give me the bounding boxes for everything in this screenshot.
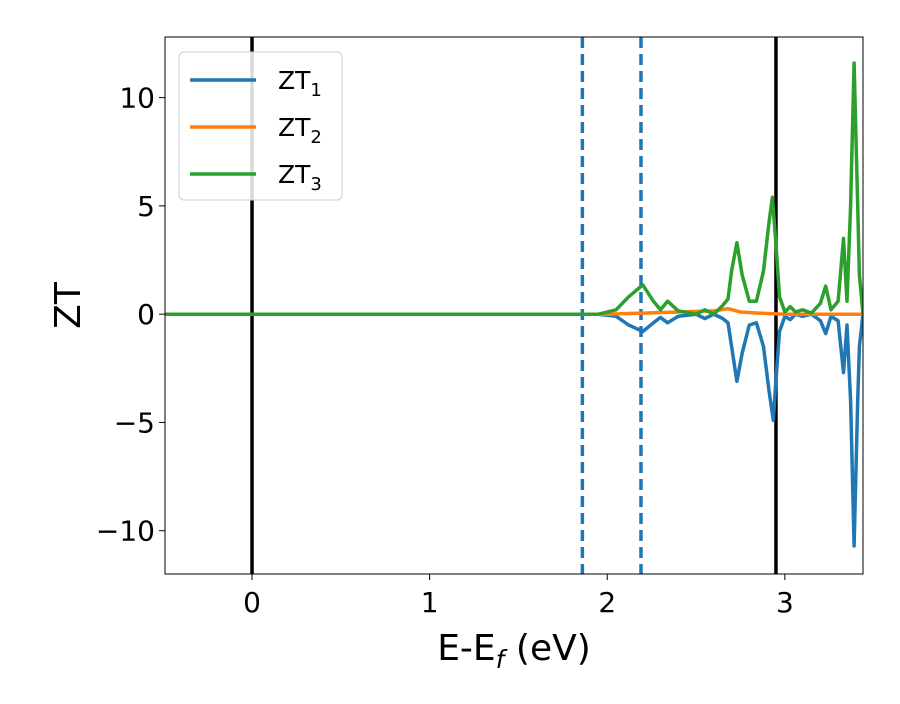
series-line-1 xyxy=(165,312,863,548)
y-tick-label: −10 xyxy=(96,515,155,548)
legend-label-1: ZT1 xyxy=(278,66,322,101)
x-axis-label: E-Ef (eV) xyxy=(437,628,591,674)
series-line-3 xyxy=(165,61,863,316)
y-tick-label: −5 xyxy=(114,406,155,439)
legend-label-2: ZT2 xyxy=(278,113,322,148)
x-tick-label: 2 xyxy=(598,586,616,619)
legend-label-3: ZT3 xyxy=(278,160,322,195)
plot-area xyxy=(165,37,863,574)
y-tick-label: 0 xyxy=(137,298,155,331)
x-tick-label: 1 xyxy=(421,586,439,619)
x-tick-label: 3 xyxy=(776,586,794,619)
legend: ZT1 ZT2 ZT3 xyxy=(178,51,343,201)
y-axis-label: ZT xyxy=(48,281,89,329)
series-line-2 xyxy=(165,306,863,316)
axes-frame xyxy=(164,36,864,575)
legend-box xyxy=(178,51,343,201)
x-tick-label: 0 xyxy=(243,586,261,619)
y-tick-label: 10 xyxy=(119,82,155,115)
y-tick-label: 5 xyxy=(137,190,155,223)
